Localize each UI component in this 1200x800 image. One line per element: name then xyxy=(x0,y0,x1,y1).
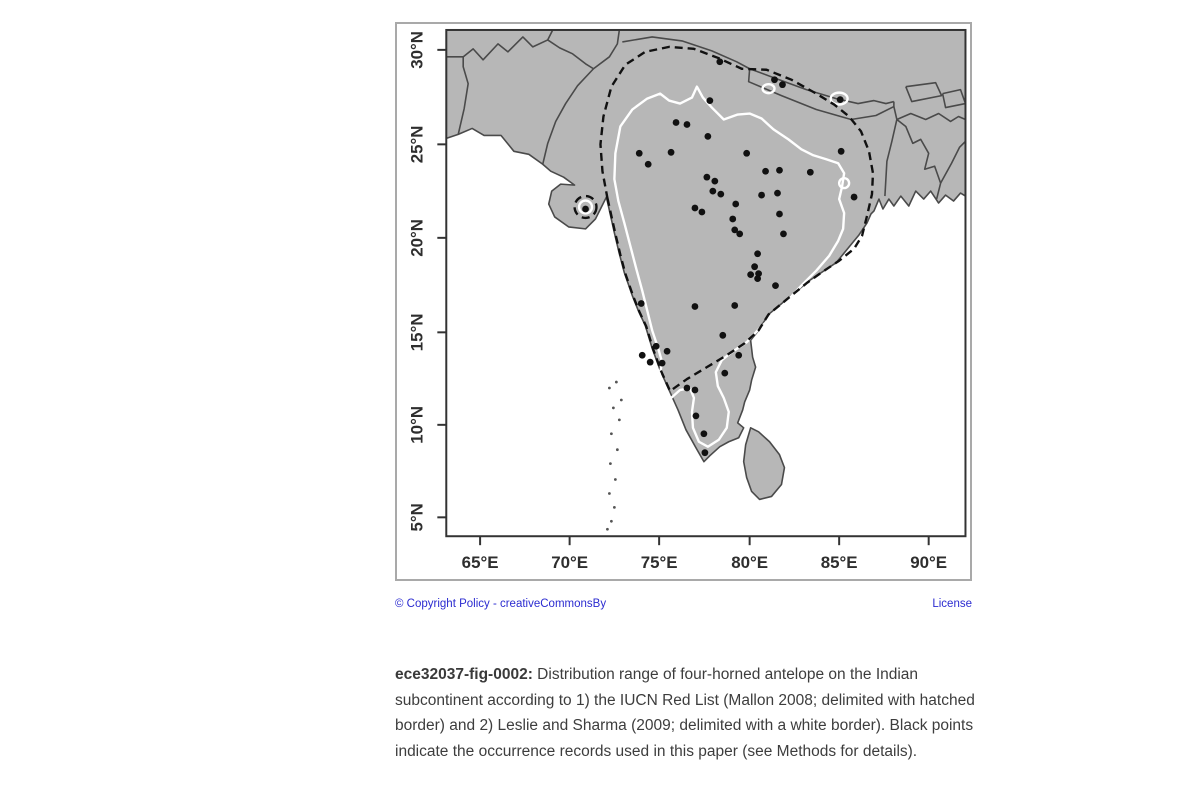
occurrence-point xyxy=(721,369,729,377)
island-speck xyxy=(619,398,623,402)
occurrence-point xyxy=(646,358,654,366)
occurrence-point xyxy=(776,166,783,174)
occurrence-point xyxy=(776,210,783,218)
occurrence-point xyxy=(691,204,699,212)
occurrence-point xyxy=(751,263,758,271)
occurrence-point xyxy=(683,121,691,128)
occurrence-point xyxy=(806,168,814,176)
x-tick-label: 75°E xyxy=(641,553,678,572)
occurrence-point xyxy=(691,303,699,310)
occurrence-point xyxy=(771,76,778,84)
occurrence-point xyxy=(754,275,761,283)
island-speck xyxy=(615,448,619,452)
figure-caption: ece32037-fig-0002: Distribution range of… xyxy=(395,662,987,764)
occurrence-point xyxy=(658,359,666,367)
y-tick-label: 25°N xyxy=(407,125,426,163)
occurrence-point xyxy=(719,331,727,339)
y-tick-label: 15°N xyxy=(407,313,426,351)
license-link[interactable]: License xyxy=(932,598,972,610)
occurrence-point xyxy=(692,412,700,420)
occurrence-point xyxy=(772,282,779,289)
leslie-sharma-range-line xyxy=(577,82,851,448)
occurrence-point xyxy=(683,384,691,392)
occurrence-point xyxy=(637,300,645,307)
iucn-range-line xyxy=(573,45,875,393)
copyright-bar: © Copyright Policy - creativeCommonsBy L… xyxy=(395,596,972,612)
occurrence-point xyxy=(837,147,845,155)
x-tick-label: 90°E xyxy=(910,553,947,572)
x-axis: 65°E 70°E 75°E 80°E 85°E 90°E xyxy=(462,536,947,572)
occurrence-point xyxy=(736,230,744,238)
island-speck xyxy=(609,462,612,466)
occurrence-point xyxy=(779,81,786,89)
occurrence-point xyxy=(735,351,743,359)
y-tick-label: 20°N xyxy=(407,219,426,257)
island-speck xyxy=(608,492,611,495)
island-speck xyxy=(606,527,609,531)
occurrence-point xyxy=(716,58,724,66)
occurrence-point xyxy=(700,430,708,438)
y-axis: 30°N 25°N 20°N 15°N 10°N 5°N xyxy=(407,31,447,532)
island-speck xyxy=(608,386,611,390)
y-tick-label: 30°N xyxy=(407,31,426,69)
occurrence-point xyxy=(747,271,755,279)
x-tick-label: 65°E xyxy=(462,553,499,572)
x-tick-label: 85°E xyxy=(821,553,858,572)
occurrence-point xyxy=(698,208,706,216)
occurrence-point xyxy=(691,386,699,394)
occurrence-point xyxy=(667,148,675,156)
occurrence-point xyxy=(711,177,719,185)
occurrence-point xyxy=(774,189,781,197)
occurrence-point xyxy=(729,215,737,223)
x-tick-label: 80°E xyxy=(731,553,768,572)
occurrence-point xyxy=(780,230,787,238)
occurrence-point xyxy=(582,205,589,213)
occurrence-point xyxy=(652,342,660,350)
occurrence-point xyxy=(850,193,858,201)
occurrence-point xyxy=(754,250,761,258)
occurrence-point xyxy=(638,351,646,359)
occurrence-point xyxy=(731,302,739,309)
island-speck xyxy=(617,418,621,422)
island-speck xyxy=(612,505,616,509)
island-speck xyxy=(609,432,613,436)
island-speck xyxy=(613,478,617,481)
island-speck xyxy=(611,406,615,410)
y-tick-label: 10°N xyxy=(407,406,426,444)
occurrence-point xyxy=(836,96,844,103)
figure-caption-text: Distribution range of four-horned antelo… xyxy=(395,666,975,760)
figure-id-label: ece32037-fig-0002: xyxy=(395,666,533,683)
occurrence-point xyxy=(731,226,739,234)
island-speck xyxy=(614,380,618,384)
occurrence-point xyxy=(717,190,725,198)
occurrence-point xyxy=(672,119,680,126)
copyright-policy-link[interactable]: © Copyright Policy - creativeCommonsBy xyxy=(395,598,607,610)
occurrence-point xyxy=(732,200,740,208)
landmass-sri-lanka xyxy=(742,427,786,501)
plot-frame xyxy=(445,28,967,538)
occurrence-point xyxy=(704,133,712,140)
figure-image[interactable]: 65°E 70°E 75°E 80°E 85°E 90°E 30°N 25°N 20°N 15°… xyxy=(395,22,972,581)
occurrence-point xyxy=(644,160,652,168)
occurrence-point xyxy=(743,149,751,157)
occurrence-points xyxy=(582,58,858,457)
distribution-map: 65°E 70°E 75°E 80°E 85°E 90°E 30°N 25°N 20°N 15°… xyxy=(407,28,967,572)
occurrence-point xyxy=(758,191,765,199)
occurrence-point xyxy=(703,173,711,181)
occurrence-point xyxy=(663,347,671,355)
lakshadweep-islands xyxy=(606,380,623,531)
occurrence-point xyxy=(701,449,709,457)
occurrence-point xyxy=(706,97,714,104)
island-speck xyxy=(609,519,613,523)
occurrence-point xyxy=(762,167,769,175)
landmass-mainland xyxy=(446,29,966,463)
y-tick-label: 5°N xyxy=(407,503,426,531)
occurrence-point xyxy=(635,149,643,157)
occurrence-point xyxy=(709,187,717,195)
x-tick-label: 70°E xyxy=(551,553,588,572)
